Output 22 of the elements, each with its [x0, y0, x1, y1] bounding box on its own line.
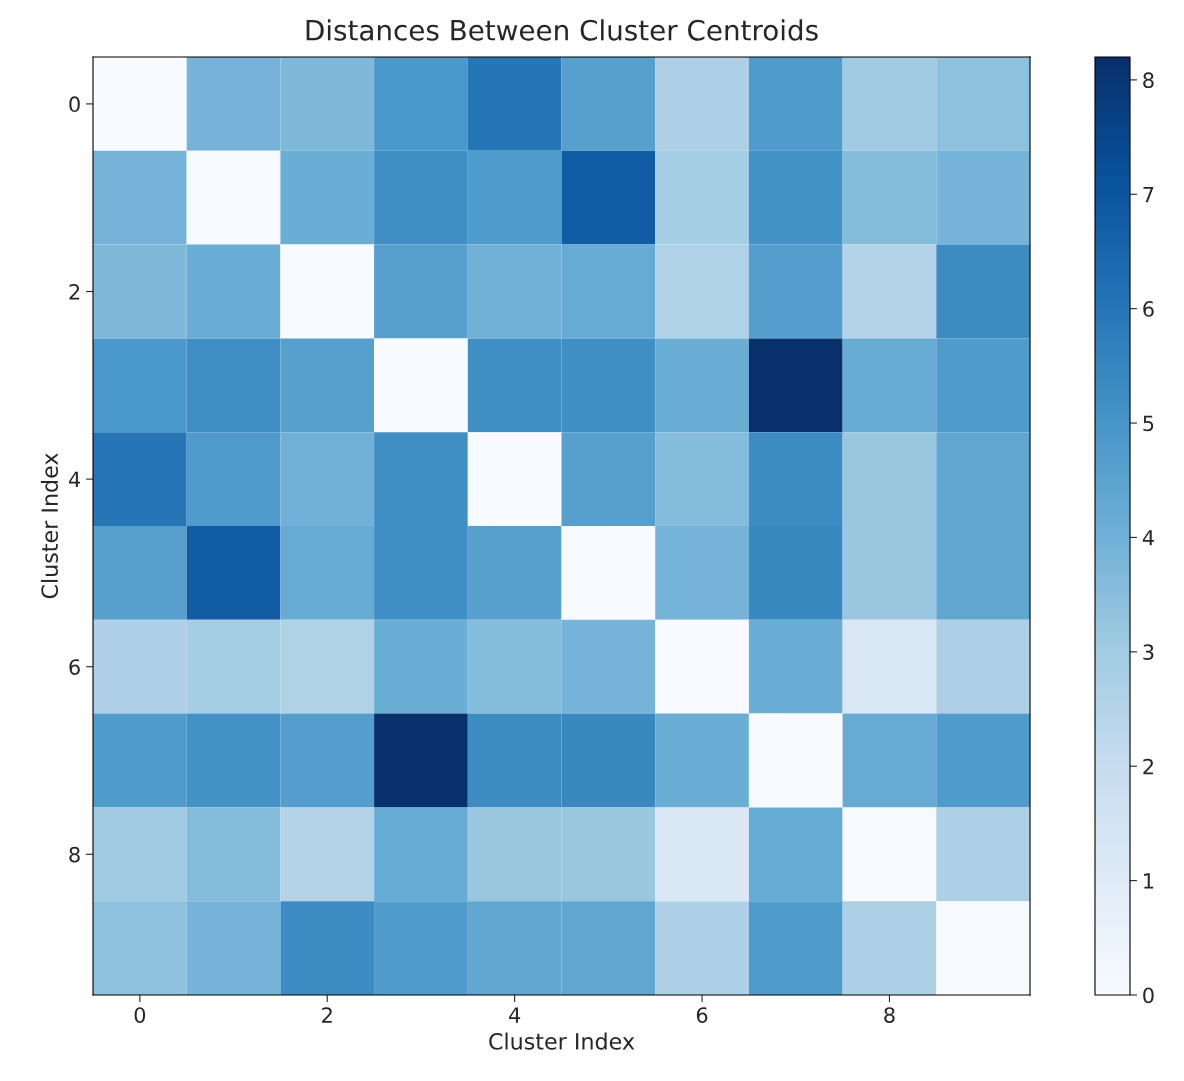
x-axis-title: Cluster Index: [489, 1032, 635, 1050]
color-bar-label: 4: [1142, 530, 1154, 546]
x-tick-label: 6: [696, 1007, 708, 1023]
color-bar-label: 3: [1143, 644, 1154, 661]
y-tick-label: 6: [69, 659, 80, 675]
color-bar-label: 6: [1143, 301, 1154, 317]
x-tick-label: 8: [884, 1007, 895, 1023]
y-axis-title: Cluster Index: [40, 453, 59, 599]
y-tick-label: 0: [69, 96, 80, 113]
y-tick-label: 8: [69, 846, 80, 863]
color-bar-label: 1: [1144, 873, 1154, 889]
color-bar-label: 2: [1143, 758, 1153, 775]
y-tick-label: 4: [68, 471, 81, 488]
x-tick-label: 2: [322, 1007, 332, 1023]
color-bar-label: 8: [1143, 72, 1154, 89]
x-tick-label: 4: [509, 1007, 521, 1023]
color-bar-label: 0: [1143, 987, 1154, 1004]
color-bar-label: 7: [1143, 186, 1154, 203]
chart-title: Distances Between Cluster Centroids: [306, 19, 818, 41]
color-bar-label: 5: [1143, 415, 1154, 432]
y-tick-label: 2: [69, 283, 80, 300]
x-tick-label: 0: [134, 1007, 146, 1023]
